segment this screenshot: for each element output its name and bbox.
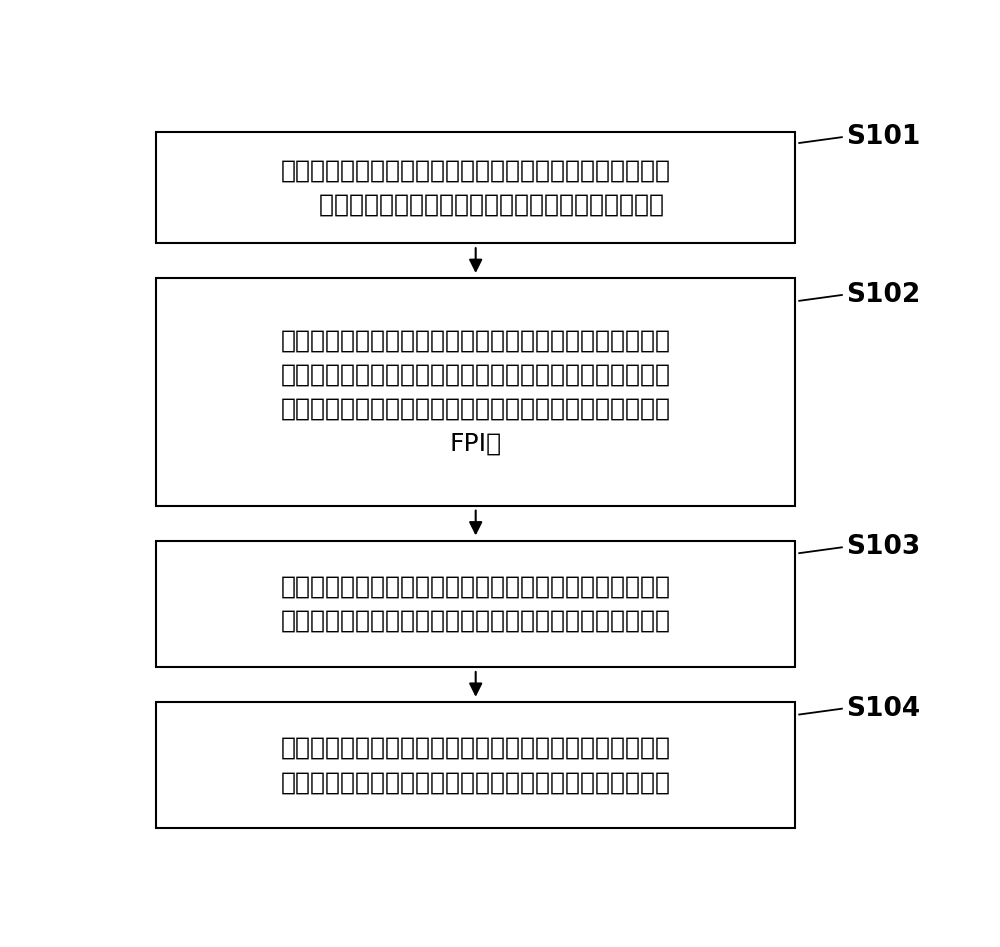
Bar bbox=[156, 278, 795, 506]
Text: 以该石英玻璃管与该单模光纤的连接处为起始位置，利用飞
秒激光沿该单模光纤，写制用于检测温度的光纤布拉格光栅: 以该石英玻璃管与该单模光纤的连接处为起始位置，利用飞 秒激光沿该单模光纤，写制用… bbox=[281, 736, 671, 795]
Text: 将单模光纤的平整端面与石英玻璃管的平整端面进行熔接，
    并以熔接处为起始位置，切割预置长度的石英玻璃管: 将单模光纤的平整端面与石英玻璃管的平整端面进行熔接， 并以熔接处为起始位置，切割… bbox=[281, 158, 671, 217]
Text: 沿与该切割端口平行的方向，将该光纤气泡的球面进行切割
，得到与该预置长度的石英玻璃的切割端口连接的纳米薄膜: 沿与该切割端口平行的方向，将该光纤气泡的球面进行切割 ，得到与该预置长度的石英玻… bbox=[281, 575, 671, 633]
Bar bbox=[156, 702, 795, 829]
Text: 将光纤气泡的球面覆盖该预置长度的石英玻璃管的切割端口
，并对该光纤气泡与该切割端口的连接处进行熔接，得到该
石英玻璃管的管腔与该光纤气泡的球面形成的该预置长度的: 将光纤气泡的球面覆盖该预置长度的石英玻璃管的切割端口 ，并对该光纤气泡与该切割端… bbox=[281, 328, 671, 456]
Text: S103: S103 bbox=[846, 534, 920, 561]
Text: S104: S104 bbox=[846, 696, 920, 722]
Text: S102: S102 bbox=[846, 282, 920, 308]
Text: S101: S101 bbox=[846, 124, 920, 151]
Bar bbox=[156, 132, 795, 243]
Bar bbox=[156, 541, 795, 667]
